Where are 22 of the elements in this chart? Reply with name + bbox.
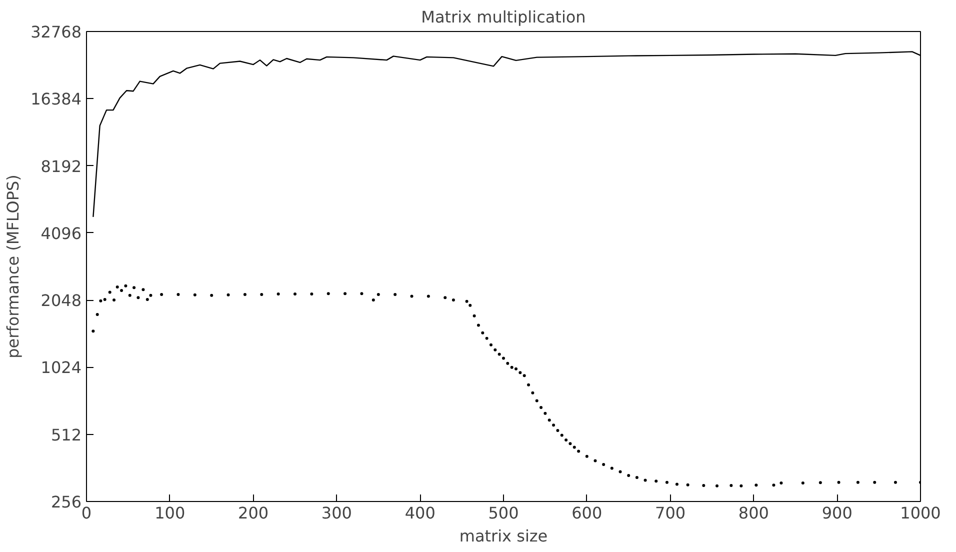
y-tick-label: 32768: [30, 22, 82, 42]
x-tick-label: 0: [81, 504, 92, 522]
x-tick-label: 100: [154, 504, 186, 522]
chart-title: Matrix multiplication: [421, 8, 586, 26]
x-tick-label: 400: [404, 504, 436, 522]
x-tick-label: 800: [738, 504, 769, 522]
y-tick-label: 4096: [40, 224, 82, 243]
y-tick-label: 8192: [40, 156, 82, 176]
x-axis-title: matrix size: [459, 526, 548, 546]
y-tick-label: 256: [50, 492, 82, 512]
x-tick-label: 200: [238, 504, 269, 522]
y-tick-label: 16384: [30, 90, 82, 109]
y-tick-label: 512: [50, 425, 82, 444]
x-tick-label: 700: [655, 504, 686, 522]
x-tick-label: 900: [822, 504, 852, 522]
x-tick-label: 300: [321, 504, 352, 522]
x-tick-label: 600: [572, 504, 602, 522]
x-tick-label: 1000: [900, 504, 941, 522]
y-axis-title: performance (MFLOPS): [4, 174, 23, 358]
x-tick-label: 500: [488, 504, 519, 522]
y-tick-label: 1024: [40, 358, 82, 378]
y-tick-label: 2048: [40, 291, 82, 310]
